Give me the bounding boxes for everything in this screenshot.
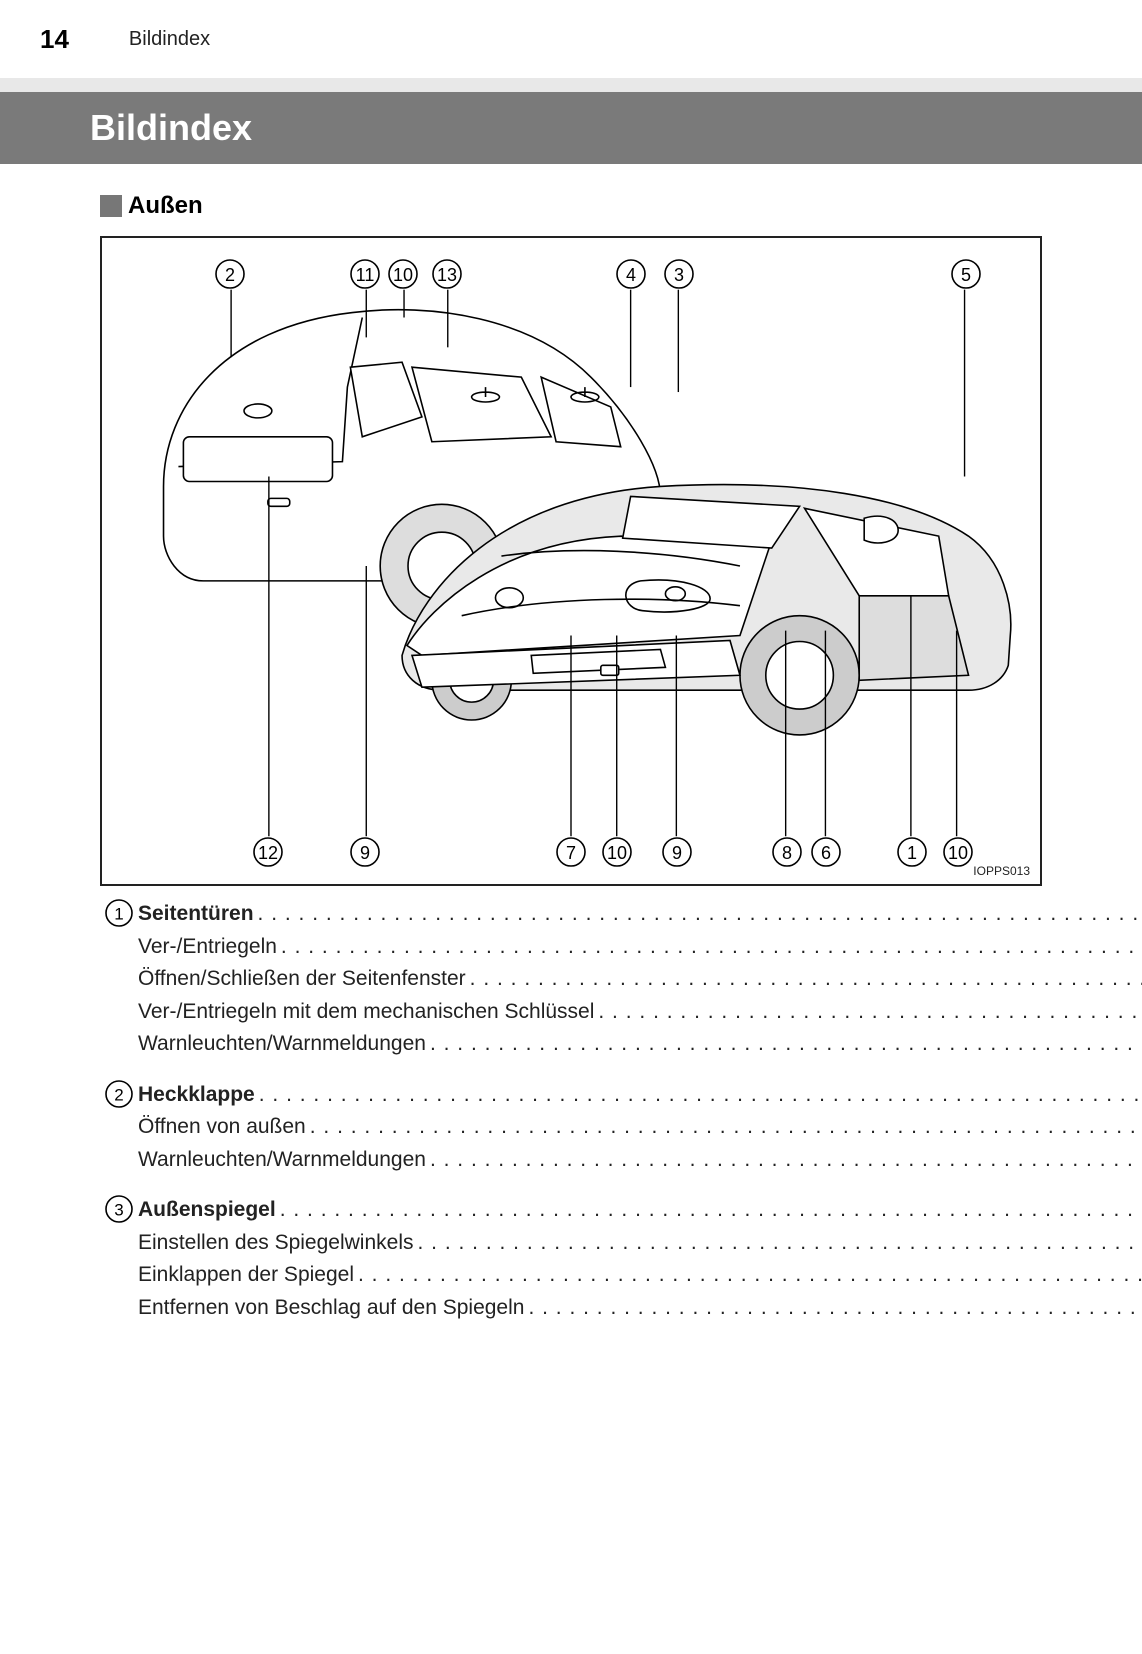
svg-text:1: 1 xyxy=(114,905,123,924)
svg-text:2: 2 xyxy=(114,1085,123,1104)
entry-number: 2 xyxy=(100,1079,138,1109)
svg-text:3: 3 xyxy=(114,1201,123,1220)
index-line: Warnleuchten/WarnmeldungenS. 607, 613 xyxy=(138,1144,1142,1177)
index-label: Seitentüren xyxy=(138,898,254,931)
index-line: Einklappen der SpiegelS. 225 xyxy=(138,1259,1142,1292)
svg-text:10: 10 xyxy=(948,843,968,863)
leader-dots xyxy=(259,1079,1142,1112)
index-label: Entfernen von Beschlag auf den Spiegeln xyxy=(138,1292,524,1325)
svg-text:13: 13 xyxy=(437,265,457,285)
index-label: Ver-/Entriegeln xyxy=(138,931,277,964)
index-line: AußenspiegelS. 225 xyxy=(138,1194,1142,1227)
svg-text:8: 8 xyxy=(782,843,792,863)
leader-dots xyxy=(598,996,1142,1029)
index-label: Öffnen/Schließen der Seitenfenster xyxy=(138,963,466,996)
index-entries: 1SeitentürenS. 183Ver-/EntriegelnS. 183Ö… xyxy=(100,898,1042,1325)
index-line: Warnleuchten/WarnmeldungenS. 607, 613 xyxy=(138,1028,1142,1061)
leader-dots xyxy=(280,1194,1142,1227)
index-line: Ver-/EntriegelnS. 183 xyxy=(138,931,1142,964)
leader-dots xyxy=(310,1111,1142,1144)
callout-10: 10 xyxy=(601,836,633,868)
entry-lines: AußenspiegelS. 225Einstellen des Spiegel… xyxy=(138,1194,1142,1324)
leader-dots xyxy=(430,1028,1142,1061)
leader-dots xyxy=(528,1292,1142,1325)
leader-dots xyxy=(430,1144,1142,1177)
svg-text:9: 9 xyxy=(672,843,682,863)
svg-text:10: 10 xyxy=(607,843,627,863)
entry-lines: HeckklappeS. 188Öffnen von außenS. 188Wa… xyxy=(138,1079,1142,1177)
callout-12: 12 xyxy=(252,836,284,868)
leader-dots xyxy=(470,963,1142,996)
svg-text:3: 3 xyxy=(674,265,684,285)
svg-text:6: 6 xyxy=(821,843,831,863)
index-line: Ver-/Entriegeln mit dem mechanischen Sch… xyxy=(138,996,1142,1029)
callout-10: 10 xyxy=(387,258,419,290)
index-line: Öffnen/Schließen der SeitenfensterS. 228 xyxy=(138,963,1142,996)
image-reference-code: IOPPS013 xyxy=(973,864,1030,878)
index-line: HeckklappeS. 188 xyxy=(138,1079,1142,1112)
index-line: SeitentürenS. 183 xyxy=(138,898,1142,931)
title-bar: Bildindex xyxy=(0,92,1142,164)
index-label: Heckklappe xyxy=(138,1079,255,1112)
svg-text:1: 1 xyxy=(907,843,917,863)
svg-text:9: 9 xyxy=(360,843,370,863)
page-number: 14 xyxy=(40,24,69,55)
entry-number: 1 xyxy=(100,898,138,928)
index-label: Einklappen der Spiegel xyxy=(138,1259,354,1292)
index-label: Außenspiegel xyxy=(138,1194,276,1227)
leader-dots xyxy=(258,898,1142,931)
entry-number: 3 xyxy=(100,1194,138,1224)
section-label: Außen xyxy=(128,192,203,220)
callout-5: 5 xyxy=(950,258,982,290)
index-label: Ver-/Entriegeln mit dem mechanischen Sch… xyxy=(138,996,594,1029)
svg-text:11: 11 xyxy=(356,265,375,285)
index-line: Öffnen von außenS. 188 xyxy=(138,1111,1142,1144)
index-line: Entfernen von Beschlag auf den SpiegelnS… xyxy=(138,1292,1142,1325)
callout-10: 10 xyxy=(942,836,974,868)
callout-1: 1 xyxy=(896,836,928,868)
svg-text:10: 10 xyxy=(393,265,413,285)
page-header: 14 Bildindex xyxy=(0,0,1142,78)
callout-9: 9 xyxy=(661,836,693,868)
vehicle-diagram: 2 11 10 13 4 3 5 12 9 7 10 9 8 6 1 10 IOPPS013 xyxy=(100,236,1042,886)
callout-2: 2 xyxy=(214,258,246,290)
callout-6: 6 xyxy=(810,836,842,868)
entry-2: 2HeckklappeS. 188Öffnen von außenS. 188W… xyxy=(100,1079,1042,1177)
section-heading: Außen xyxy=(100,192,1042,220)
index-label: Warnleuchten/Warnmeldungen xyxy=(138,1144,426,1177)
leader-dots xyxy=(358,1259,1142,1292)
index-label: Warnleuchten/Warnmeldungen xyxy=(138,1028,426,1061)
svg-text:4: 4 xyxy=(626,265,636,285)
manual-page: 14 Bildindex Bildindex Außen xyxy=(0,0,1142,1654)
callout-13: 13 xyxy=(431,258,463,290)
page-title: Bildindex xyxy=(90,107,252,149)
callout-8: 8 xyxy=(771,836,803,868)
index-label: Öffnen von außen xyxy=(138,1111,306,1144)
callout-9: 9 xyxy=(349,836,381,868)
vehicle-illustration xyxy=(102,238,1040,884)
callout-3: 3 xyxy=(663,258,695,290)
content-area: Außen xyxy=(0,164,1142,1325)
callout-11: 11 xyxy=(349,258,381,290)
leader-dots xyxy=(418,1227,1142,1260)
entry-3: 3AußenspiegelS. 225Einstellen des Spiege… xyxy=(100,1194,1042,1324)
header-breadcrumb: Bildindex xyxy=(129,28,210,51)
header-spacer xyxy=(0,78,1142,92)
svg-text:2: 2 xyxy=(225,265,235,285)
entry-lines: SeitentürenS. 183Ver-/EntriegelnS. 183Öf… xyxy=(138,898,1142,1061)
leader-dots xyxy=(281,931,1142,964)
entry-1: 1SeitentürenS. 183Ver-/EntriegelnS. 183Ö… xyxy=(100,898,1042,1061)
svg-text:12: 12 xyxy=(258,843,278,863)
section-bullet-icon xyxy=(100,195,122,217)
callout-7: 7 xyxy=(555,836,587,868)
callout-4: 4 xyxy=(615,258,647,290)
index-line: Einstellen des SpiegelwinkelsS. 225 xyxy=(138,1227,1142,1260)
svg-text:5: 5 xyxy=(961,265,971,285)
svg-text:7: 7 xyxy=(566,843,576,863)
index-label: Einstellen des Spiegelwinkels xyxy=(138,1227,414,1260)
